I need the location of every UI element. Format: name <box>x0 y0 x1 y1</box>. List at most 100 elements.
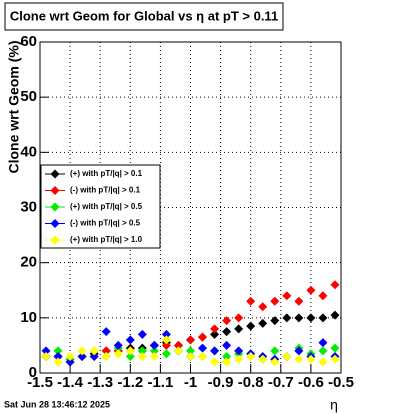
marker <box>198 332 208 342</box>
marker <box>246 296 256 306</box>
x-tick-label: -1.2 <box>117 374 143 391</box>
marker <box>222 351 232 361</box>
footer: Sat Jun 28 13:46:12 2025 <box>4 399 110 409</box>
marker <box>282 351 292 361</box>
marker <box>318 338 328 348</box>
legend-marker <box>50 235 60 245</box>
marker <box>318 357 328 367</box>
marker <box>101 346 111 356</box>
legend-label: (-) with pT/|q| > 0.5 <box>70 219 141 228</box>
marker <box>210 324 220 334</box>
legend-marker <box>50 202 60 212</box>
marker <box>222 340 232 350</box>
marker <box>101 351 111 361</box>
marker <box>270 316 280 326</box>
marker <box>318 346 328 356</box>
marker <box>173 340 183 350</box>
marker <box>149 351 159 361</box>
x-tick-label: -0.8 <box>238 374 264 391</box>
marker <box>270 296 280 306</box>
marker <box>53 346 63 356</box>
title-box <box>4 2 284 31</box>
marker <box>258 302 268 312</box>
marker <box>330 354 340 364</box>
marker <box>210 329 220 339</box>
marker <box>234 346 244 356</box>
marker <box>161 335 171 345</box>
marker <box>113 349 123 359</box>
marker <box>258 318 268 328</box>
y-tick-label: 0 <box>29 364 37 381</box>
marker <box>173 346 183 356</box>
marker <box>161 349 171 359</box>
marker <box>186 335 195 345</box>
y-tick-label: 20 <box>20 254 37 271</box>
marker <box>198 343 208 353</box>
y-tick-label: 40 <box>20 143 37 160</box>
marker <box>149 346 159 356</box>
x-tick-label: -0.6 <box>298 374 324 391</box>
y-axis-label: Clone wrt Geom (%) <box>6 40 22 173</box>
marker <box>294 313 304 323</box>
marker <box>270 346 280 356</box>
y-tick-label: 10 <box>20 309 37 326</box>
marker <box>137 329 147 339</box>
marker <box>222 327 232 337</box>
marker <box>306 354 316 364</box>
marker <box>330 280 340 290</box>
marker <box>186 346 195 356</box>
marker <box>294 346 304 356</box>
marker <box>282 291 292 301</box>
legend-label: (-) with pT/|q| > 0.1 <box>70 186 141 195</box>
legend-marker <box>50 186 60 195</box>
marker <box>89 351 99 361</box>
marker <box>53 351 63 361</box>
marker <box>65 351 75 361</box>
marker <box>222 316 232 326</box>
y-tick-label: 60 <box>20 33 37 50</box>
marker <box>294 354 304 364</box>
marker <box>330 343 340 353</box>
legend-marker <box>50 169 60 179</box>
marker <box>53 357 63 367</box>
marker <box>198 351 208 361</box>
marker <box>246 321 256 331</box>
marker <box>246 351 256 361</box>
x-axis-label: η <box>330 397 338 413</box>
x-tick-label: -0.7 <box>268 374 294 391</box>
legend-marker <box>50 219 60 228</box>
marker <box>282 313 292 323</box>
marker <box>306 313 316 323</box>
x-tick-label: -0.5 <box>328 374 354 391</box>
legend-label: (+) with pT/|q| > 0.1 <box>70 169 143 178</box>
marker <box>234 324 244 334</box>
marker <box>186 351 195 361</box>
marker <box>270 357 280 367</box>
chart-title: Clone wrt Geom for Global vs η at pT > 0… <box>10 8 278 23</box>
legend-label: (+) with pT/|q| > 1.0 <box>70 235 143 244</box>
marker <box>210 357 220 367</box>
marker <box>294 296 304 306</box>
marker <box>113 340 123 350</box>
y-tick-label: 30 <box>20 198 37 215</box>
marker <box>41 351 51 361</box>
legend-label: (+) with pT/|q| > 0.5 <box>70 202 143 211</box>
x-tick-label: -1 <box>184 374 197 391</box>
marker <box>234 313 244 323</box>
y-tick-label: 50 <box>20 88 37 105</box>
marker <box>161 329 171 339</box>
marker <box>318 291 328 301</box>
x-tick-label: -1.5 <box>27 374 53 391</box>
x-tick-label: -1.4 <box>57 374 84 391</box>
marker <box>137 351 147 361</box>
marker <box>161 340 171 350</box>
marker <box>137 346 147 356</box>
marker <box>258 354 268 364</box>
marker <box>330 310 340 320</box>
marker <box>222 357 232 367</box>
marker <box>125 351 135 361</box>
marker <box>149 340 159 350</box>
marker <box>89 346 99 356</box>
x-tick-label: -0.9 <box>208 374 234 391</box>
